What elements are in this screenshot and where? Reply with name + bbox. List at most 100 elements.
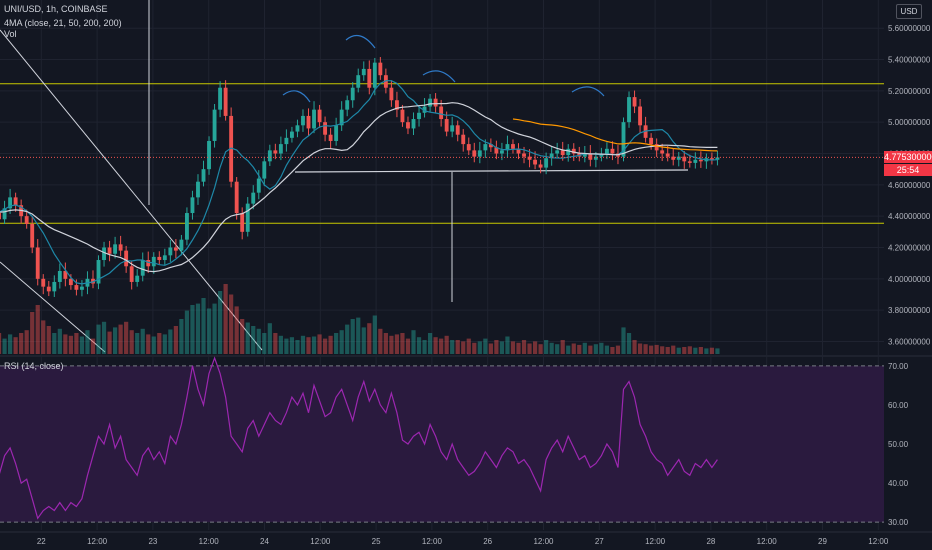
volume-bar xyxy=(698,347,703,354)
candle-body xyxy=(223,87,228,116)
volume-bar xyxy=(394,334,400,354)
candle-body xyxy=(151,256,156,267)
chart-symbol-legend[interactable]: UNI/USD, 1h, COINBASE xyxy=(4,4,108,14)
candle-body xyxy=(621,122,626,157)
candle-body xyxy=(96,260,101,284)
candle-body xyxy=(593,156,598,160)
candle-body xyxy=(74,285,79,290)
volume-legend[interactable]: Vol xyxy=(4,29,17,39)
candle-body xyxy=(560,150,565,156)
volume-bar xyxy=(223,284,228,354)
x-tick-label: 12:00 xyxy=(87,537,108,546)
price-tick-label: 4.40000000 xyxy=(888,212,931,221)
current-price-badge: 4.775300000 xyxy=(884,151,932,163)
candle-body xyxy=(571,148,576,154)
price-tick-label: 3.80000000 xyxy=(888,306,931,315)
candle-body xyxy=(295,125,300,132)
candle-body xyxy=(709,158,714,160)
candle-body xyxy=(654,144,659,151)
volume-bar xyxy=(477,341,482,354)
volume-bar xyxy=(68,335,73,354)
candle-body xyxy=(494,147,499,154)
candle-body xyxy=(488,144,493,148)
candle-body xyxy=(267,150,272,162)
candle-body xyxy=(693,159,698,163)
volume-bar xyxy=(317,334,322,354)
volume-bar xyxy=(472,342,477,354)
volume-bar xyxy=(660,346,665,354)
volume-bar xyxy=(521,340,527,354)
candle-body xyxy=(522,153,526,157)
volume-bar xyxy=(505,336,510,354)
volume-bar xyxy=(615,345,621,354)
currency-button[interactable]: USD xyxy=(896,4,922,19)
candle-body xyxy=(129,266,134,282)
volume-bar xyxy=(378,328,383,354)
volume-bar xyxy=(289,337,295,354)
candle-body xyxy=(383,75,388,88)
candle-body xyxy=(273,150,278,154)
candle-body xyxy=(256,178,261,193)
volume-bar xyxy=(234,306,239,354)
candle-body xyxy=(549,153,554,159)
candle-body xyxy=(461,134,466,145)
x-tick-label: 29 xyxy=(818,537,827,546)
volume-bar xyxy=(416,337,422,354)
volume-bar xyxy=(90,338,96,354)
candle-body xyxy=(57,270,62,282)
moving-average-legend[interactable]: 4MA (close, 21, 50, 200, 200) xyxy=(4,18,122,28)
candle-body xyxy=(477,150,482,157)
volume-bar xyxy=(367,323,372,354)
candle-body xyxy=(24,216,29,224)
candle-body xyxy=(671,156,676,160)
volume-bar xyxy=(74,333,79,354)
candle-body xyxy=(190,197,195,214)
volume-bar xyxy=(709,347,715,354)
candle-body xyxy=(68,278,73,286)
volume-bar xyxy=(256,328,261,354)
candle-body xyxy=(610,148,615,154)
candle-body xyxy=(118,244,123,251)
rsi-legend[interactable]: RSI (14, close) xyxy=(4,361,64,371)
candle-body xyxy=(207,140,211,170)
candle-body xyxy=(102,247,106,261)
volume-bar xyxy=(35,305,40,354)
price-candles xyxy=(0,57,720,297)
volume-bar xyxy=(284,338,289,354)
volume-bar xyxy=(676,347,681,354)
volume-bar xyxy=(328,335,333,354)
volume-bar xyxy=(2,338,7,354)
volume-bar xyxy=(704,348,709,354)
candle-body xyxy=(289,131,294,138)
volume-bar xyxy=(13,337,18,354)
volume-bar xyxy=(466,338,471,354)
pattern-annotations xyxy=(0,0,689,353)
volume-bar xyxy=(217,291,223,354)
candle-body xyxy=(604,148,609,154)
candle-body xyxy=(544,158,549,168)
volume-bar xyxy=(7,334,13,354)
candle-body xyxy=(411,119,416,129)
volume-bar xyxy=(79,336,85,354)
volume-bar xyxy=(433,337,438,354)
rsi-tick-label: 70.00 xyxy=(888,362,909,371)
x-tick-label: 12:00 xyxy=(199,537,220,546)
volume-bar xyxy=(516,342,521,354)
candle-body xyxy=(378,62,383,76)
candle-body xyxy=(682,156,687,162)
x-tick-label: 12:00 xyxy=(757,537,778,546)
volume-bar xyxy=(267,323,272,354)
volume-bar xyxy=(427,333,433,354)
x-tick-label: 26 xyxy=(483,537,492,546)
volume-bar xyxy=(41,320,46,354)
volume-bar xyxy=(262,333,267,354)
volume-bar xyxy=(400,333,405,354)
volume-bar xyxy=(107,331,112,354)
volume-bar xyxy=(665,347,670,354)
candle-body xyxy=(284,137,289,145)
candle-body xyxy=(301,115,305,126)
volume-bar xyxy=(405,338,411,354)
candle-body xyxy=(350,87,355,101)
x-tick-label: 12:00 xyxy=(868,537,889,546)
